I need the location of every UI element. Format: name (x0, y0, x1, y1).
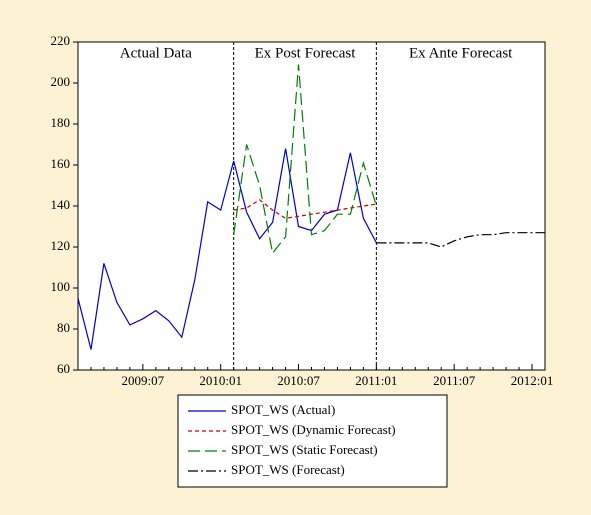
y-tick-label: 80 (57, 320, 70, 335)
legend-label: SPOT_WS (Forecast) (231, 462, 345, 477)
legend-label: SPOT_WS (Static Forecast) (231, 442, 378, 457)
x-tick-label: 2011:01 (355, 373, 397, 388)
legend-label: SPOT_WS (Dynamic Forecast) (231, 422, 396, 437)
legend (177, 394, 448, 488)
plot-area (77, 41, 546, 371)
y-tick-label: 100 (51, 279, 71, 294)
region-label: Ex Ante Forecast (409, 45, 513, 61)
legend-label: SPOT_WS (Actual) (231, 402, 335, 417)
series-line (233, 64, 377, 255)
x-tick-label: 2009:07 (122, 373, 165, 388)
region-label: Ex Post Forecast (255, 45, 357, 61)
y-tick-label: 180 (51, 115, 71, 130)
y-tick-label: 120 (51, 238, 71, 253)
region-label: Actual Data (120, 45, 192, 61)
x-tick-label: 2011:07 (433, 373, 476, 388)
x-tick-label: 2010:01 (199, 373, 242, 388)
x-tick-label: 2010:07 (277, 373, 320, 388)
x-tick-label: 2012:01 (511, 373, 554, 388)
y-tick-label: 140 (51, 197, 71, 212)
y-tick-label: 60 (57, 361, 70, 376)
y-tick-label: 220 (51, 33, 71, 48)
series-line (77, 148, 377, 350)
series-line (376, 232, 545, 248)
y-tick-label: 160 (51, 156, 71, 171)
y-tick-label: 200 (51, 74, 71, 89)
